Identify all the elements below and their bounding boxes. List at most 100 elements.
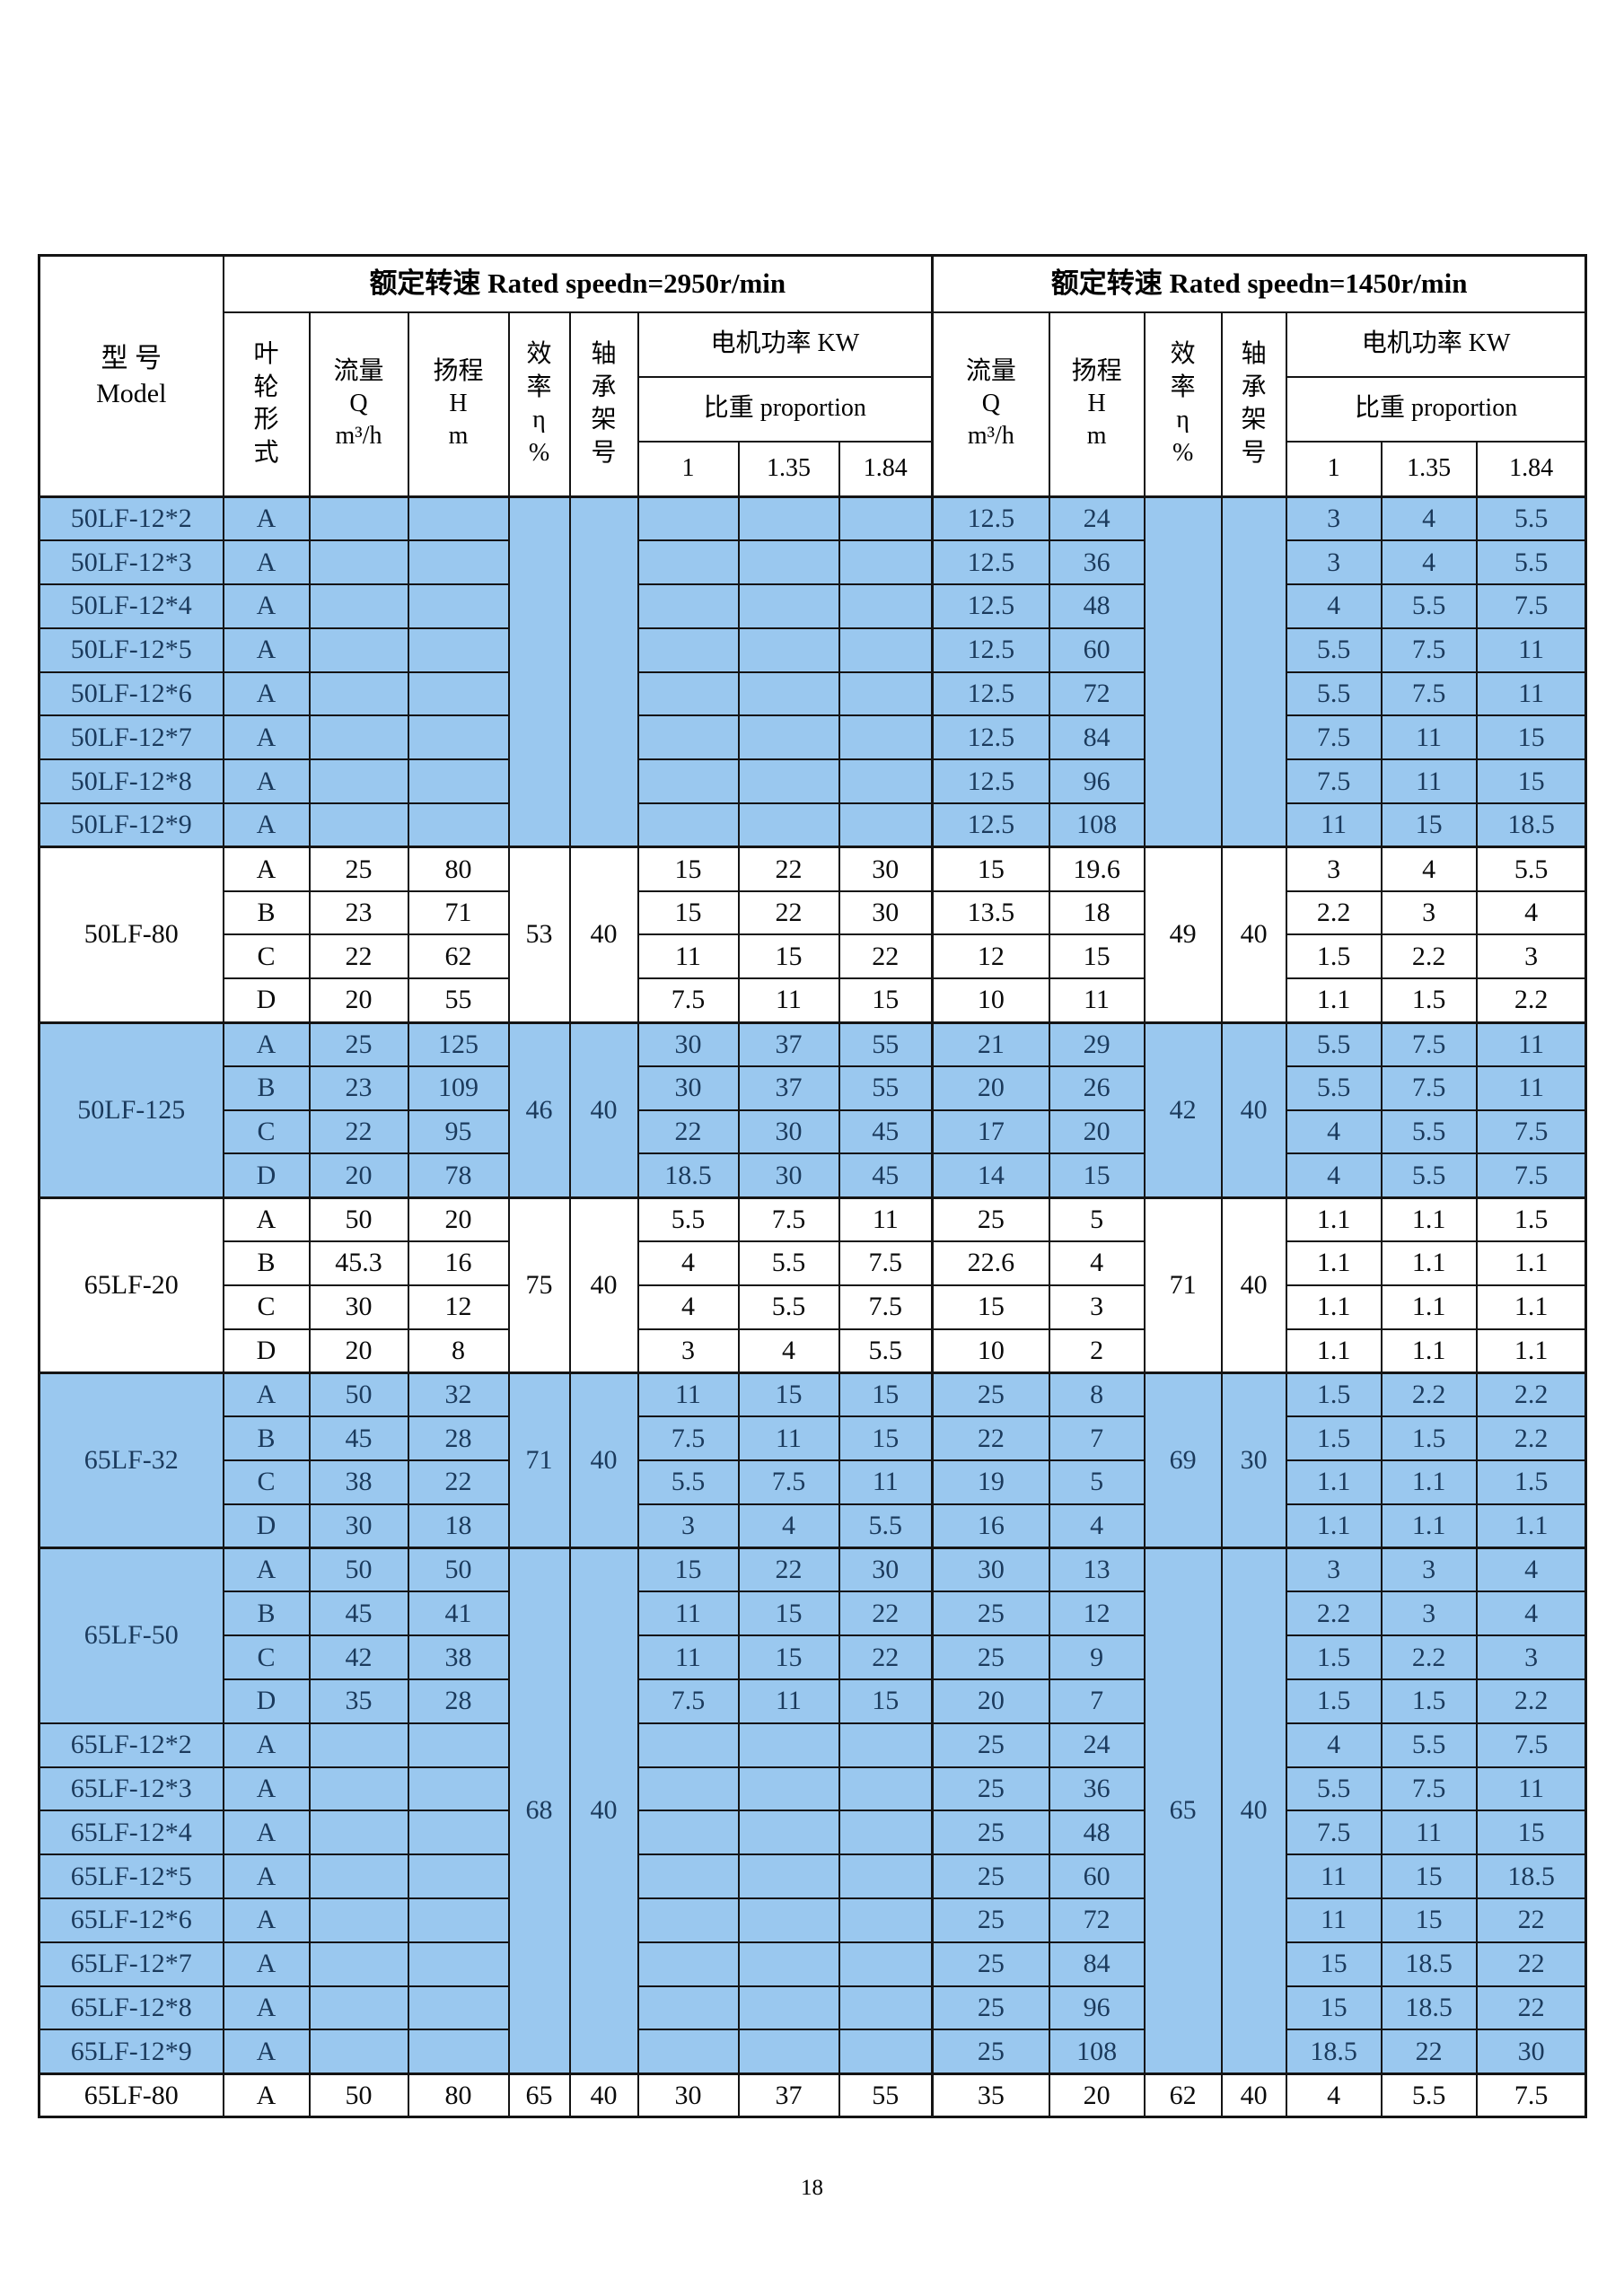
- head-2950-cell: 62: [407, 933, 510, 980]
- flow-1450-cell: 12.5: [931, 583, 1050, 629]
- model-cell: 65LF-12*4: [38, 1810, 224, 1856]
- power-1450-cell: 5.5: [1285, 670, 1383, 717]
- flow-1450-cell: 20: [931, 1678, 1050, 1724]
- power-2950-cell: 7.5: [838, 1240, 934, 1286]
- power-2950-cell: 7.5: [838, 1284, 934, 1330]
- power-1450-cell: 22: [1380, 2029, 1478, 2075]
- efficiency-1450-cell: 65: [1143, 1547, 1223, 2075]
- power-1450-cell: 11: [1475, 1021, 1587, 1067]
- speed-1450-header: 额定转速 Rated speedn=1450r/min: [931, 254, 1587, 313]
- head-2950-cell: 80: [407, 2072, 510, 2118]
- power-1450-cell: 5.5: [1475, 539, 1587, 586]
- head-2950-cell: 22: [407, 1459, 510, 1505]
- head-2950-cell: 95: [407, 1109, 510, 1155]
- power-1450-cell: 22: [1475, 1941, 1587, 1987]
- model-cell: 65LF-12*2: [38, 1722, 224, 1768]
- flow-1450-cell: 12.5: [931, 758, 1050, 805]
- power-2950-cell: [737, 758, 840, 805]
- power-1450-cell: 4: [1285, 2072, 1383, 2118]
- bearing-2950-cell: [568, 495, 639, 848]
- power-2950-cell: 15: [636, 846, 740, 892]
- power-1450-cell: 2.2: [1475, 1415, 1587, 1462]
- head-1450-cell: 24: [1048, 495, 1146, 542]
- bearing-2950-cell: 40: [568, 1021, 639, 1199]
- power-1450-cell: 15: [1285, 1941, 1383, 1987]
- power-2950-cell: [838, 627, 934, 673]
- head-2950-cell: [407, 539, 510, 586]
- power-1450-cell: 2.2: [1475, 977, 1587, 1024]
- power-1450-cell: 3: [1285, 1547, 1383, 1593]
- power-1450-cell: 3: [1380, 1547, 1478, 1593]
- head-2950-cell: [407, 1810, 510, 1856]
- power-2950-cell: 37: [737, 1065, 840, 1111]
- power-1450-cell: 1.1: [1380, 1196, 1478, 1243]
- power-2950-cell: [636, 670, 740, 717]
- head-1450-cell: 18: [1048, 889, 1146, 936]
- power-2950-cell: 18.5: [636, 1152, 740, 1199]
- power-2950-cell: 45: [838, 1109, 934, 1155]
- power-2950-cell: [636, 1941, 740, 1987]
- table-row: B 45.3 16 4 5.5 7.5 22.6 4 1.1 1.1 1.1: [40, 1240, 1587, 1286]
- power-2950-cell: 11: [737, 1415, 840, 1462]
- power-2950-cell: [636, 1722, 740, 1768]
- power-2950-cell: [636, 1810, 740, 1856]
- flow-1450-cell: 25: [931, 1722, 1050, 1768]
- head-1450-cell: 72: [1048, 670, 1146, 717]
- power-2950-cell: [737, 583, 840, 629]
- power-1450-cell: 22: [1475, 1985, 1587, 2031]
- power-2950-cell: [636, 1985, 740, 2031]
- flow-1450-cell: 12.5: [931, 802, 1050, 848]
- power-1450-cell: 7.5: [1285, 758, 1383, 805]
- efficiency-2950-cell: 65: [507, 2072, 571, 2118]
- impeller-type-cell: A: [222, 1547, 311, 1593]
- power-1450-cell: 11: [1285, 802, 1383, 848]
- power-1450-cell: 3: [1380, 889, 1478, 936]
- head-2950-cell: [407, 1766, 510, 1812]
- head-1450-cell: 7: [1048, 1678, 1146, 1724]
- power-2950-cell: 15: [838, 1371, 934, 1418]
- head-1450-cell: 8: [1048, 1371, 1146, 1418]
- impeller-type-cell: A: [222, 1196, 311, 1243]
- flow-2950-cell: [308, 2029, 409, 2075]
- impeller-type-cell: B: [222, 1591, 311, 1637]
- power-2950-cell: [838, 670, 934, 717]
- power-2950-cell: 55: [838, 2072, 934, 2118]
- head-2950-cell: 28: [407, 1415, 510, 1462]
- impeller-type-cell: C: [222, 1109, 311, 1155]
- power-2950-cell: 15: [737, 1591, 840, 1637]
- table-row: D 20 8 3 4 5.5 10 2 1.1 1.1 1.1: [40, 1328, 1587, 1374]
- flow-2950-cell: [308, 1941, 409, 1987]
- efficiency-2950-cell: 75: [507, 1196, 571, 1374]
- power-1450-cell: 2.2: [1380, 1634, 1478, 1681]
- model-cell: 65LF-80: [38, 2072, 224, 2118]
- flow-1450-cell: 25: [931, 1810, 1050, 1856]
- table-row: C 22 62 11 15 22 12 15 1.5 2.2 3: [40, 933, 1587, 980]
- head-1450-cell: 48: [1048, 1810, 1146, 1856]
- efficiency-1450-cell: 69: [1143, 1371, 1223, 1549]
- head-1450-cell: 4: [1048, 1240, 1146, 1286]
- power-2950-cell: 30: [838, 846, 934, 892]
- head-1450-cell: 9: [1048, 1634, 1146, 1681]
- bearing-1450-cell: 40: [1220, 1021, 1287, 1199]
- table-row: 65LF-12*3 A 25 36 5.5 7.5 11: [38, 1766, 1587, 1812]
- flow-2950-cell: [308, 1722, 409, 1768]
- power-1450-cell: 1.5: [1475, 1196, 1587, 1243]
- head-2950-cell: 16: [407, 1240, 510, 1286]
- power-1450-cell: 5.5: [1380, 2072, 1478, 2118]
- power-2950-cell: [636, 583, 740, 629]
- flow-2950-cell: 35: [308, 1678, 409, 1724]
- impeller-type-cell: A: [222, 1810, 311, 1856]
- head-1450-cell: 5: [1048, 1459, 1146, 1505]
- power-2950-cell: 15: [838, 1678, 934, 1724]
- impeller-type-cell: A: [222, 1853, 311, 1899]
- flow-2950-cell: [308, 1985, 409, 2031]
- power-1450-cell: 1.1: [1285, 1196, 1383, 1243]
- proportion-value-header: 1: [636, 440, 740, 498]
- power-2950-cell: 15: [636, 1547, 740, 1593]
- flow-1450-cell: 22: [931, 1415, 1050, 1462]
- impeller-type-cell: A: [222, 1722, 311, 1768]
- power-2950-cell: 5.5: [838, 1503, 934, 1549]
- model-cell: 65LF-50: [38, 1547, 224, 1724]
- model-cell: 50LF-80: [38, 846, 224, 1024]
